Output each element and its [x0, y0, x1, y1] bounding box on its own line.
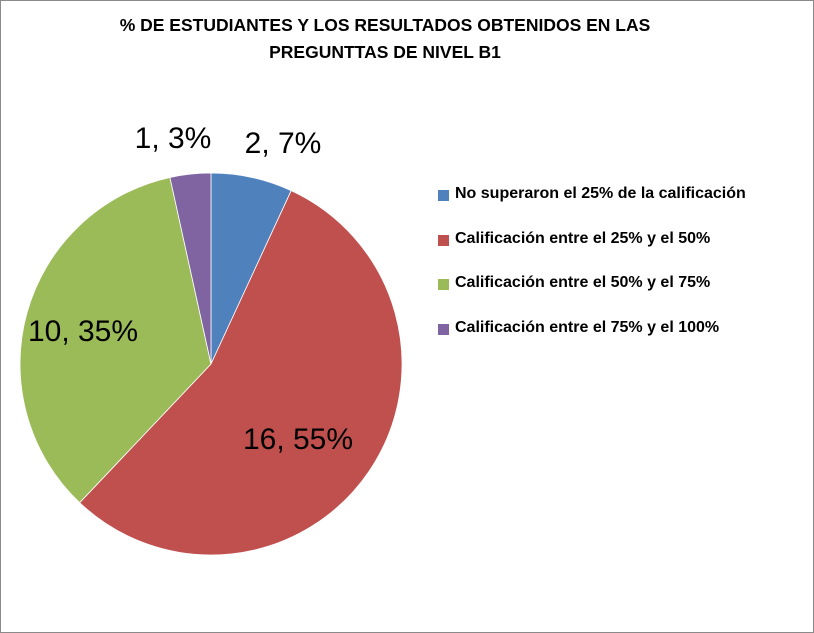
pie-slice [169, 172, 212, 365]
legend-label: Calificación entre el 50% y el 75% [455, 274, 711, 291]
legend-label: No superaron el 25% de la calificación [455, 185, 746, 202]
data-label: 1, 3% [135, 122, 212, 155]
data-label: 10, 35% [28, 315, 138, 348]
data-label: 16, 55% [243, 423, 353, 456]
legend-label: Calificación entre el 25% y el 50% [455, 229, 711, 247]
legend-swatch [438, 323, 449, 335]
legend-swatch [438, 279, 449, 290]
chart-title-line-1: % DE ESTUDIANTES Y LOS RESULTADOS OBTENI… [119, 15, 651, 35]
chart-title: % DE ESTUDIANTES Y LOS RESULTADOS OBTENI… [40, 12, 730, 66]
pie-slice [19, 176, 212, 504]
legend-swatch [438, 190, 449, 201]
legend-label: Calificación entre el 75% y el 100% [455, 318, 720, 336]
chart-title-line-2: PREGUNTTAS DE NIVEL B1 [269, 42, 501, 62]
pie-slice [79, 190, 403, 556]
data-label: 2, 7% [245, 127, 322, 160]
legend-swatch [438, 234, 449, 246]
